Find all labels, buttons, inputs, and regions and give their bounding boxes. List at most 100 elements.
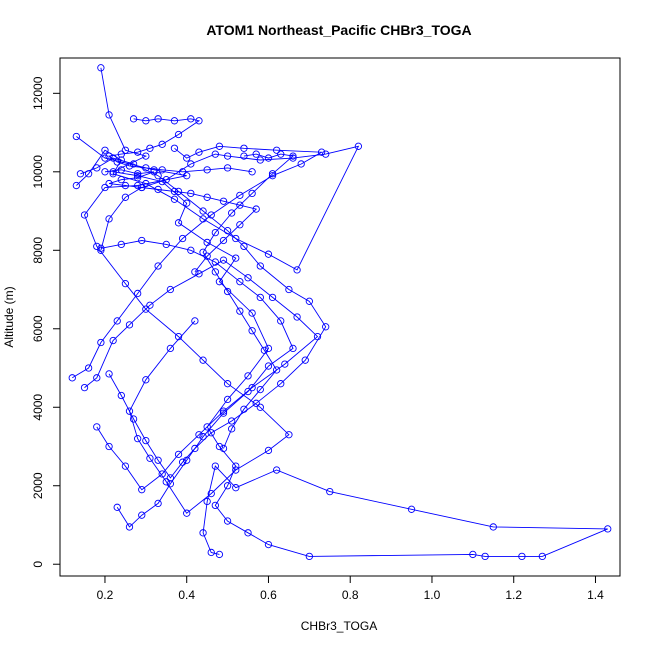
data-point [187,115,195,123]
data-point [101,154,109,162]
data-point [232,234,240,243]
data-point [277,380,285,388]
data-point [154,172,162,180]
plot-frame [59,57,621,577]
y-axis-label: Altitude (m) [2,286,16,347]
data-point [207,429,215,437]
data-point [211,258,219,266]
series-line [100,240,294,528]
data-point [166,285,175,294]
data-point [183,509,191,517]
data-point [142,376,150,384]
data-point [256,403,264,411]
data-point [183,172,191,180]
data-point [109,336,117,345]
data-point [170,117,179,125]
data-point [354,142,363,150]
data-point [240,405,248,413]
data-point [322,150,330,158]
data-point [538,552,546,561]
data-point [166,480,175,488]
data-point [252,150,260,158]
data-point [289,152,297,160]
series-1 [97,64,612,561]
data-point [142,152,150,160]
data-point [93,164,101,172]
data-point [162,478,170,486]
data-point [281,360,289,368]
series-3 [76,154,330,482]
data-point [142,164,150,172]
data-point [174,450,183,458]
data-point [138,511,146,519]
data-point [129,160,138,168]
data-point [313,332,322,341]
data-point [93,374,101,382]
data-point [252,205,260,213]
x-tick-label: 0.6 [260,588,277,602]
data-point [191,268,199,276]
data-point [199,529,207,537]
y-tick-label: 2000 [31,472,45,499]
y-axis: 0 2000 4000 6000 8000 10000 12000 [31,76,61,568]
series-line [202,153,295,449]
data-point [170,195,179,203]
y-tick-label: 12000 [31,76,45,110]
data-point [207,211,215,219]
data-point [272,146,281,154]
data-point [142,179,150,188]
data-point [72,132,81,141]
data-point [97,64,105,72]
data-point [268,170,277,178]
data-point [240,152,248,160]
data-point [170,144,179,152]
series-line [84,259,319,491]
data-point [264,446,273,455]
data-point [293,266,301,274]
data-point [211,150,219,158]
data-point [268,172,277,180]
data-point [121,181,130,190]
data-point [101,183,109,192]
data-point [117,391,125,400]
data-point [211,462,219,470]
data-point [215,550,224,559]
data-point [211,228,219,237]
data-point [219,444,228,453]
data-point [195,431,203,439]
data-point [244,372,252,380]
data-point [174,332,183,341]
data-point [121,462,130,470]
data-point [236,307,244,315]
data-point [158,166,166,174]
data-point [223,517,232,525]
data-point [232,462,240,470]
data-point [228,417,236,425]
data-point [105,179,113,188]
data-point [207,489,215,498]
data-point [187,160,195,168]
data-point [215,442,224,451]
data-point [285,285,293,294]
data-point [203,497,211,506]
data-point [158,140,166,148]
data-point [178,168,187,176]
data-point [93,423,101,431]
data-point [232,254,240,262]
data-point [166,474,175,482]
data-point [232,466,240,474]
series-10 [101,166,260,276]
x-tick-label: 0.2 [97,588,114,602]
data-point [211,268,219,276]
data-point [223,287,232,296]
data-point [154,499,162,508]
data-point [129,115,138,123]
data-point [228,209,236,217]
data-point [105,152,113,160]
y-tick-label: 10000 [31,155,45,189]
data-point [183,154,191,162]
data-point [219,409,228,417]
data-point [268,293,277,302]
data-point [207,548,215,557]
